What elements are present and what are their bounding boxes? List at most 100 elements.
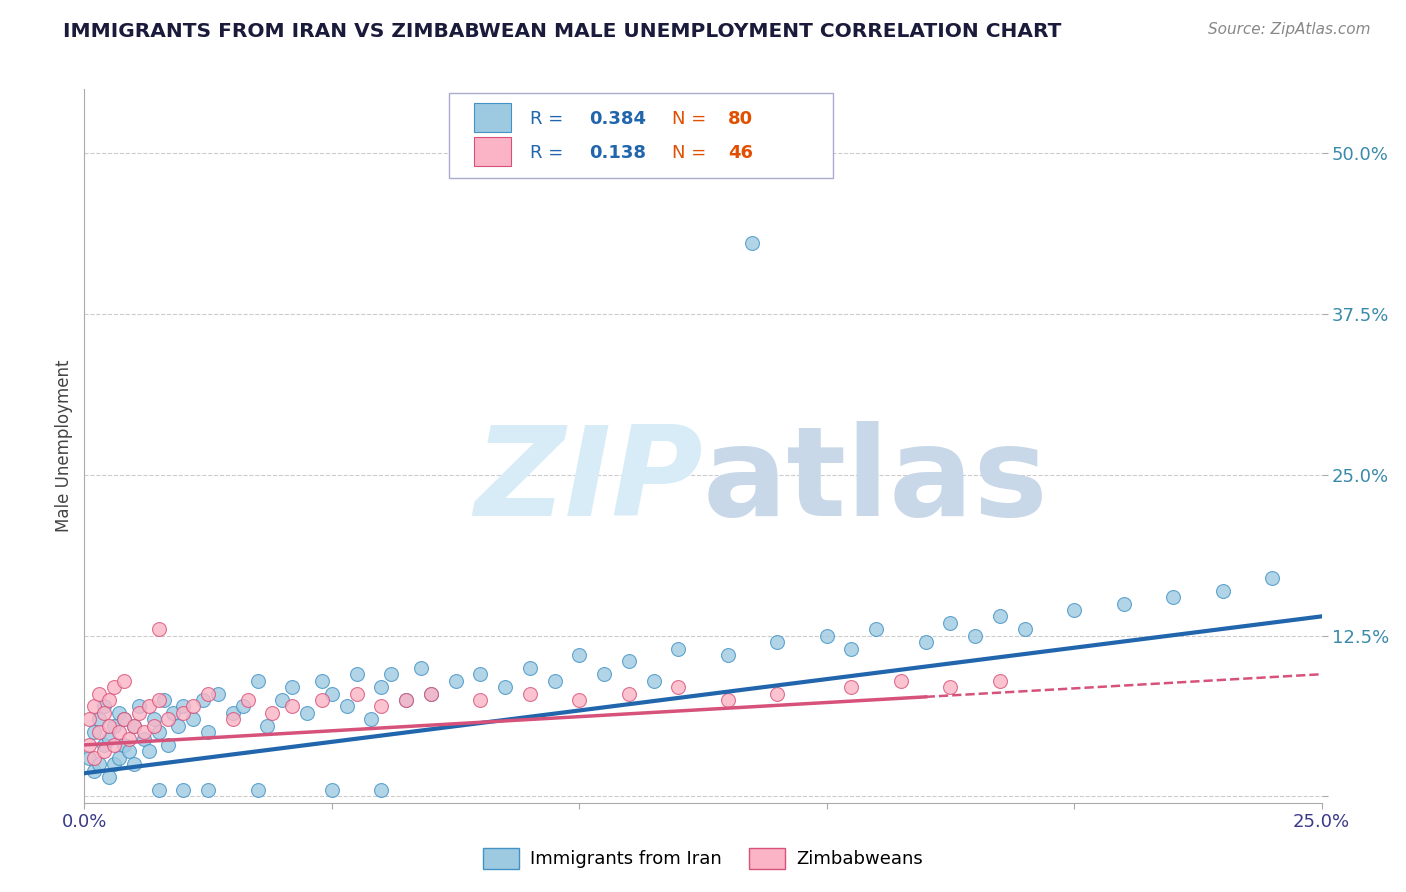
Point	[666, 641, 689, 656]
Text: ZIP: ZIP	[474, 421, 703, 542]
Point	[232, 699, 254, 714]
Point	[157, 712, 180, 726]
Point	[93, 738, 115, 752]
Point	[103, 680, 125, 694]
Point	[118, 744, 141, 758]
Point	[138, 699, 160, 714]
Point	[395, 693, 418, 707]
Text: R =: R =	[530, 111, 569, 128]
Point	[988, 673, 1011, 688]
Point	[419, 686, 441, 700]
Point	[122, 757, 145, 772]
Point	[321, 783, 343, 797]
Point	[246, 783, 269, 797]
Point	[79, 712, 101, 726]
Point	[370, 680, 392, 694]
Point	[543, 673, 565, 688]
Point	[741, 236, 763, 251]
Point	[236, 693, 259, 707]
Point	[281, 680, 304, 694]
Point	[83, 764, 105, 778]
Point	[83, 699, 105, 714]
Point	[1014, 622, 1036, 636]
Point	[142, 712, 165, 726]
Point	[98, 731, 121, 746]
Point	[841, 641, 863, 656]
Point	[346, 686, 368, 700]
Text: 0.138: 0.138	[589, 145, 647, 162]
Point	[162, 706, 184, 720]
Point	[93, 706, 115, 720]
Point	[717, 648, 740, 662]
Point	[311, 673, 333, 688]
Point	[256, 719, 278, 733]
Point	[1161, 590, 1184, 604]
Point	[311, 693, 333, 707]
Point	[1112, 597, 1135, 611]
Point	[519, 661, 541, 675]
FancyBboxPatch shape	[474, 103, 512, 132]
Text: Source: ZipAtlas.com: Source: ZipAtlas.com	[1208, 22, 1371, 37]
Point	[617, 654, 640, 668]
Point	[643, 673, 665, 688]
Point	[93, 699, 115, 714]
Legend: Immigrants from Iran, Zimbabweans: Immigrants from Iran, Zimbabweans	[477, 840, 929, 876]
Point	[118, 731, 141, 746]
Point	[370, 699, 392, 714]
Text: 80: 80	[728, 111, 752, 128]
Point	[122, 719, 145, 733]
Point	[83, 725, 105, 739]
Point	[83, 751, 105, 765]
Point	[419, 686, 441, 700]
Point	[246, 673, 269, 688]
FancyBboxPatch shape	[450, 93, 832, 178]
Point	[281, 699, 304, 714]
Point	[79, 751, 101, 765]
Point	[593, 667, 616, 681]
Point	[172, 706, 194, 720]
Point	[346, 667, 368, 681]
Point	[395, 693, 418, 707]
Point	[370, 783, 392, 797]
Point	[766, 686, 789, 700]
Point	[568, 693, 591, 707]
Point	[128, 706, 150, 720]
Text: N =: N =	[672, 145, 711, 162]
Point	[1063, 603, 1085, 617]
FancyBboxPatch shape	[474, 137, 512, 166]
Point	[98, 693, 121, 707]
Point	[89, 757, 111, 772]
Point	[148, 783, 170, 797]
Point	[108, 706, 131, 720]
Point	[103, 719, 125, 733]
Point	[112, 712, 135, 726]
Point	[519, 686, 541, 700]
Point	[568, 648, 591, 662]
Point	[865, 622, 887, 636]
Text: atlas: atlas	[703, 421, 1049, 542]
Point	[93, 744, 115, 758]
Point	[470, 667, 492, 681]
Point	[207, 686, 229, 700]
Point	[262, 706, 284, 720]
Point	[148, 622, 170, 636]
Point	[98, 719, 121, 733]
Point	[939, 680, 962, 694]
Point	[197, 783, 219, 797]
Text: IMMIGRANTS FROM IRAN VS ZIMBABWEAN MALE UNEMPLOYMENT CORRELATION CHART: IMMIGRANTS FROM IRAN VS ZIMBABWEAN MALE …	[63, 22, 1062, 41]
Point	[841, 680, 863, 694]
Point	[89, 725, 111, 739]
Point	[494, 680, 516, 694]
Point	[191, 693, 214, 707]
Point	[222, 706, 245, 720]
Point	[103, 757, 125, 772]
Y-axis label: Male Unemployment: Male Unemployment	[55, 359, 73, 533]
Point	[360, 712, 382, 726]
Point	[666, 680, 689, 694]
Point	[128, 699, 150, 714]
Point	[138, 744, 160, 758]
Point	[197, 686, 219, 700]
Point	[470, 693, 492, 707]
Point	[965, 629, 987, 643]
Point	[148, 693, 170, 707]
